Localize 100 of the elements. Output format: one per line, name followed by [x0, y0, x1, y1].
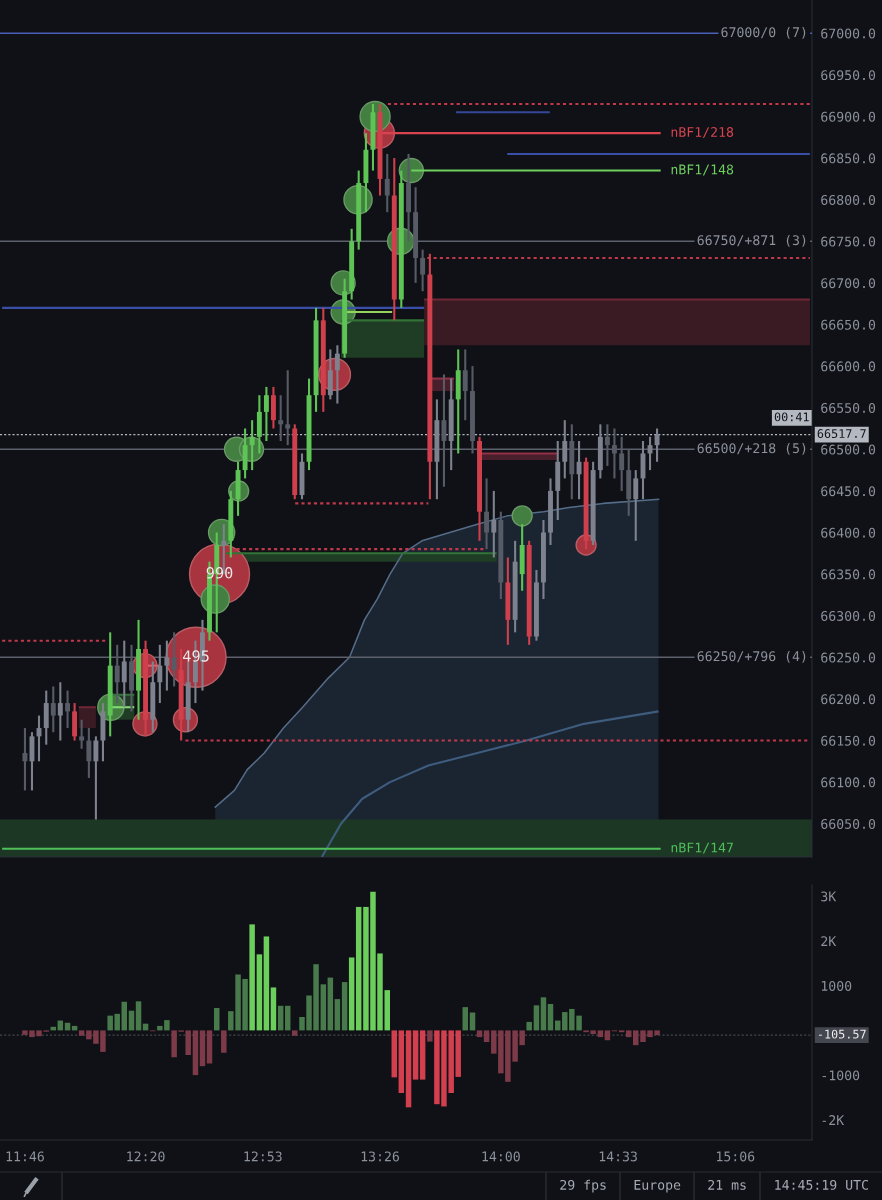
candlestick — [171, 631, 177, 688]
bar — [327, 977, 334, 1031]
bar — [540, 997, 547, 1031]
candlestick — [93, 735, 99, 821]
candlestick — [22, 726, 28, 792]
ref-line-label: 66500/+218 (5) — [697, 442, 806, 455]
bar — [320, 984, 327, 1031]
y-tick-label: 66350.0 — [821, 569, 876, 580]
series-label: nBF1/147 — [671, 842, 733, 854]
x-tick-label: 11:46 — [6, 1151, 44, 1162]
bar — [526, 1021, 532, 1031]
ref-line-label: 67000/0 (7) — [721, 26, 806, 39]
bar — [256, 954, 263, 1031]
x-tick-label: 14:33 — [599, 1151, 637, 1162]
ref-line-label: 66250/+796 (4) — [697, 650, 806, 663]
y-tick-label: 66300.0 — [821, 610, 876, 621]
bar — [135, 1001, 142, 1031]
y-tick-label: 66500.0 — [821, 444, 876, 455]
candlestick — [633, 469, 639, 542]
candlestick — [491, 489, 497, 559]
y-tick-label: 66050.0 — [821, 818, 876, 829]
series-label: nBF1/218 — [671, 127, 734, 139]
text: 14:45:19 UTC — [775, 1179, 868, 1190]
bar — [292, 1030, 298, 1036]
y-tick-label: 66400.0 — [821, 527, 876, 538]
candlestick — [654, 427, 660, 463]
y-tick-label: 66700.0 — [821, 278, 876, 289]
bar — [206, 1030, 213, 1064]
candlestick — [384, 152, 390, 214]
bar — [249, 924, 255, 1031]
candlestick — [249, 419, 255, 472]
bar — [355, 906, 362, 1031]
candlestick — [562, 419, 568, 480]
y-tick-label: 3K — [821, 891, 837, 902]
x-tick-label: 14:00 — [482, 1151, 520, 1162]
candlestick — [484, 477, 490, 551]
y-tick-label: 1000 — [821, 980, 852, 991]
candlestick — [65, 689, 71, 730]
bar — [263, 936, 270, 1031]
y-tick-label: 66900.0 — [821, 111, 876, 122]
bar — [533, 1005, 540, 1031]
y-tick-label: 67000.0 — [821, 28, 876, 39]
y-tick-label: 66200.0 — [821, 694, 876, 705]
text: Europe — [634, 1180, 681, 1193]
y-tick-label: 66950.0 — [821, 70, 876, 81]
candlestick — [285, 369, 291, 447]
y-tick-label: -2K — [822, 1115, 845, 1125]
bar — [427, 1030, 433, 1042]
series-label: nBF1/148 — [671, 164, 734, 176]
bar — [469, 1012, 476, 1031]
bar — [405, 1030, 412, 1108]
y-tick-label: 66250.0 — [821, 652, 876, 663]
ref-line-label: 66750/+871 (3) — [697, 234, 806, 247]
bar — [391, 1030, 398, 1078]
x-tick-label: 12:53 — [244, 1151, 282, 1162]
y-tick-label: 66650.0 — [821, 319, 876, 330]
candlestick — [57, 681, 63, 742]
bar — [462, 1007, 468, 1031]
y-tick-label: 66600.0 — [821, 361, 876, 372]
y-tick-label: 66150.0 — [821, 735, 876, 746]
annotation: 495 — [183, 650, 209, 662]
y-tick-label: 66100.0 — [821, 777, 876, 788]
bar — [483, 1030, 490, 1043]
annotation: 00:41 — [774, 412, 809, 422]
bar — [334, 999, 341, 1031]
candlestick — [278, 394, 284, 443]
bar — [270, 987, 277, 1031]
x-tick-label: 15:06 — [717, 1151, 755, 1162]
bar — [348, 957, 355, 1031]
y-tick-label: 66450.0 — [821, 486, 876, 497]
bar — [419, 1030, 426, 1080]
bar — [78, 1030, 85, 1036]
y-tick-label: 2K — [821, 936, 837, 946]
bar — [547, 1004, 554, 1031]
bar — [633, 1030, 639, 1046]
candlestick — [420, 248, 426, 293]
y-tick-label: 66750.0 — [821, 236, 876, 247]
line-series — [320, 710, 660, 857]
x-tick-label: 13:26 — [361, 1151, 399, 1162]
candlestick — [86, 726, 92, 779]
bar — [199, 1030, 206, 1067]
candlestick — [462, 348, 468, 422]
text: 29 fps — [560, 1179, 606, 1193]
candlestick — [79, 718, 85, 750]
y-tick-label: 66550.0 — [821, 402, 876, 413]
x-tick-label: 12:20 — [127, 1151, 165, 1162]
y-tick-label: 66800.0 — [821, 194, 876, 205]
bar — [412, 1030, 419, 1080]
candlestick — [576, 439, 582, 501]
bar — [625, 1030, 632, 1038]
text: 21 ms — [708, 1179, 746, 1190]
bar — [597, 1030, 604, 1038]
y-tick-label: 66850.0 — [821, 153, 876, 164]
bar — [604, 1030, 611, 1041]
candlestick — [50, 685, 56, 734]
ref-line-label: -105.57 — [818, 1029, 866, 1039]
bar — [192, 1030, 199, 1076]
candlestick — [263, 385, 269, 443]
bar — [384, 990, 390, 1031]
candlestick — [164, 639, 170, 692]
